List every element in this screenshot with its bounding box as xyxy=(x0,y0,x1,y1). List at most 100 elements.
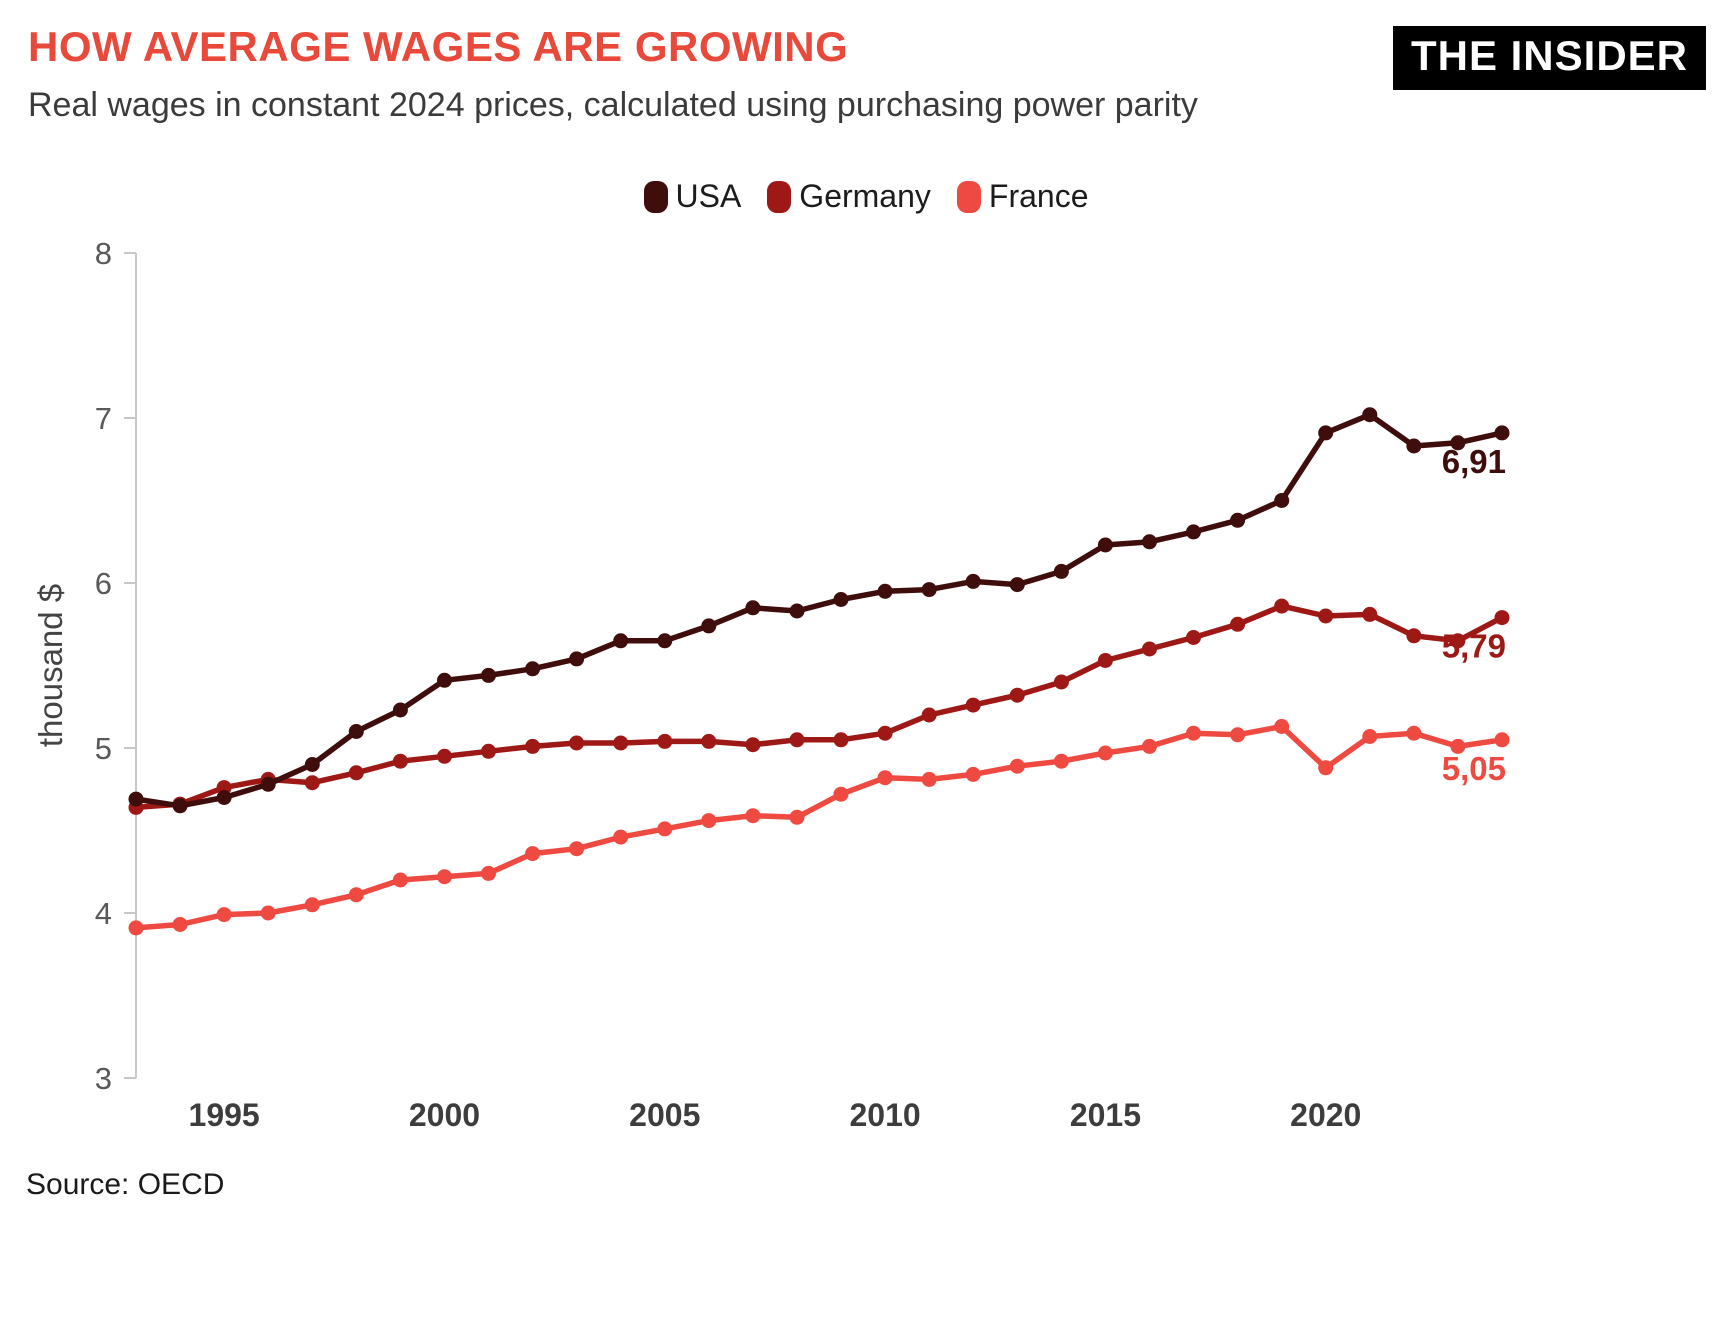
y-tick-label: 4 xyxy=(95,896,112,931)
usa-point xyxy=(1230,512,1246,528)
germany-point xyxy=(392,753,408,769)
france-point xyxy=(1450,738,1466,754)
usa-point xyxy=(613,633,629,649)
france-point xyxy=(1186,725,1201,741)
germany-point xyxy=(877,725,893,741)
france-point xyxy=(1009,758,1025,774)
germany-point xyxy=(613,735,629,751)
usa-point xyxy=(304,757,320,772)
usa-point xyxy=(1450,435,1466,451)
germany-point xyxy=(1274,598,1290,614)
usa-point xyxy=(348,724,364,739)
legend-item-usa: USA xyxy=(643,178,742,215)
usa-line xyxy=(133,411,1505,809)
legend-swatch-germany xyxy=(767,180,792,213)
germany-point xyxy=(789,732,805,748)
france-point xyxy=(877,770,893,786)
usa-point xyxy=(1097,537,1113,553)
france-point xyxy=(833,786,849,802)
germany-point xyxy=(833,732,849,748)
usa-point xyxy=(745,600,761,616)
usa-point xyxy=(569,651,585,667)
france-point xyxy=(348,887,364,903)
france-point xyxy=(1053,753,1069,769)
usa-point xyxy=(921,582,937,598)
france-point xyxy=(1406,725,1422,741)
usa-point xyxy=(789,603,805,619)
legend-label-usa: USA xyxy=(675,178,742,214)
usa-point xyxy=(701,618,717,634)
germany-point xyxy=(1186,630,1201,645)
usa-point xyxy=(1186,524,1201,540)
usa-point xyxy=(128,791,144,807)
germany-point xyxy=(1450,633,1466,649)
france-point xyxy=(1274,719,1290,734)
germany-end-label: 5,79 xyxy=(1442,628,1506,665)
france-point xyxy=(965,766,981,782)
germany-point xyxy=(1318,608,1334,624)
y-tick-label: 3 xyxy=(95,1061,112,1096)
source-note: Source: OECD xyxy=(26,1168,225,1201)
usa-point xyxy=(1053,563,1069,579)
france-point xyxy=(1230,727,1246,743)
france-end-label: 5,05 xyxy=(1442,750,1506,787)
france-point xyxy=(1318,760,1334,776)
header: HOW AVERAGE WAGES ARE GROWING Real wages… xyxy=(28,23,1198,125)
france-point xyxy=(1362,729,1378,744)
germany-point xyxy=(701,733,717,749)
x-tick-label: 2015 xyxy=(1070,1097,1141,1133)
usa-point xyxy=(392,702,408,718)
y-tick-label: 5 xyxy=(95,731,112,766)
usa-point xyxy=(833,592,849,607)
france-point xyxy=(789,809,805,825)
usa-point xyxy=(1406,438,1422,454)
usa-point xyxy=(877,583,893,599)
usa-point xyxy=(1274,493,1290,508)
france-point xyxy=(657,821,673,837)
x-tick-label: 2010 xyxy=(850,1097,921,1133)
brand-logo: THE INSIDER xyxy=(1392,26,1706,90)
germany-point xyxy=(1142,641,1157,657)
france-point xyxy=(260,905,276,921)
usa-point xyxy=(1494,425,1510,441)
germany-point xyxy=(965,697,981,713)
germany-point xyxy=(745,737,761,753)
france-point xyxy=(172,917,188,932)
usa-point xyxy=(525,661,541,677)
germany-point xyxy=(481,743,496,759)
france-point xyxy=(304,897,320,913)
usa-point xyxy=(1009,577,1025,593)
france-point xyxy=(1494,732,1510,748)
usa-point xyxy=(965,573,981,589)
usa-point xyxy=(481,667,496,683)
france-point xyxy=(1097,745,1113,761)
germany-point xyxy=(525,738,541,754)
france-line xyxy=(133,723,1505,931)
france-point xyxy=(128,920,144,936)
france-point xyxy=(1142,738,1157,754)
y-tick-label: 6 xyxy=(95,566,112,601)
legend: USA Germany France xyxy=(0,178,1732,215)
germany-point xyxy=(1097,653,1113,668)
usa-point xyxy=(260,776,276,792)
usa-point xyxy=(216,790,232,805)
germany-point xyxy=(1230,616,1246,632)
usa-point xyxy=(1318,425,1334,441)
legend-label-france: France xyxy=(988,178,1089,214)
france-point xyxy=(481,865,496,881)
page-title: HOW AVERAGE WAGES ARE GROWING xyxy=(28,23,849,70)
germany-point xyxy=(1053,674,1069,690)
usa-point xyxy=(1142,534,1157,550)
y-tick-label: 7 xyxy=(95,401,112,436)
france-point xyxy=(392,872,408,888)
germany-line xyxy=(133,603,1505,811)
germany-point xyxy=(304,775,320,791)
france-point xyxy=(701,813,717,829)
france-point xyxy=(437,869,452,885)
legend-item-france: France xyxy=(956,178,1089,215)
germany-point xyxy=(1406,628,1422,644)
france-point xyxy=(745,808,761,824)
page-subtitle: Real wages in constant 2024 prices, calc… xyxy=(28,86,1198,125)
legend-item-germany: Germany xyxy=(767,178,931,215)
france-point xyxy=(613,829,629,845)
